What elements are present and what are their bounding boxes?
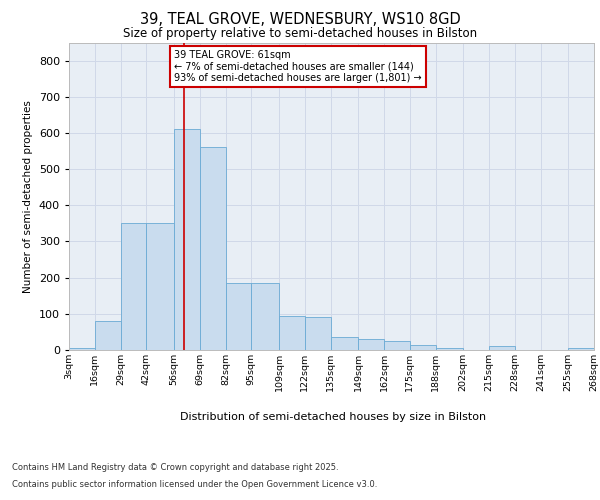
Text: Distribution of semi-detached houses by size in Bilston: Distribution of semi-detached houses by … <box>180 412 486 422</box>
Bar <box>305 318 331 350</box>
Bar <box>226 283 251 350</box>
Text: Contains public sector information licensed under the Open Government Licence v3: Contains public sector information licen… <box>12 480 377 489</box>
Text: Size of property relative to semi-detached houses in Bilston: Size of property relative to semi-detach… <box>123 28 477 40</box>
Text: Contains HM Land Registry data © Crown copyright and database right 2025.: Contains HM Land Registry data © Crown c… <box>12 464 338 472</box>
Bar <box>410 344 436 350</box>
Bar <box>331 338 358 350</box>
Bar <box>121 224 146 350</box>
Bar <box>146 224 174 350</box>
Text: 39, TEAL GROVE, WEDNESBURY, WS10 8GD: 39, TEAL GROVE, WEDNESBURY, WS10 8GD <box>140 12 460 28</box>
Bar <box>69 348 95 350</box>
Text: 39 TEAL GROVE: 61sqm
← 7% of semi-detached houses are smaller (144)
93% of semi-: 39 TEAL GROVE: 61sqm ← 7% of semi-detach… <box>174 50 422 83</box>
Bar <box>384 341 410 350</box>
Bar <box>489 346 515 350</box>
Bar <box>251 283 279 350</box>
Bar <box>436 348 463 350</box>
Bar <box>95 321 121 350</box>
Bar <box>358 339 384 350</box>
Bar <box>279 316 305 350</box>
Y-axis label: Number of semi-detached properties: Number of semi-detached properties <box>23 100 33 292</box>
Bar <box>174 130 200 350</box>
Bar <box>200 148 226 350</box>
Bar <box>568 348 594 350</box>
